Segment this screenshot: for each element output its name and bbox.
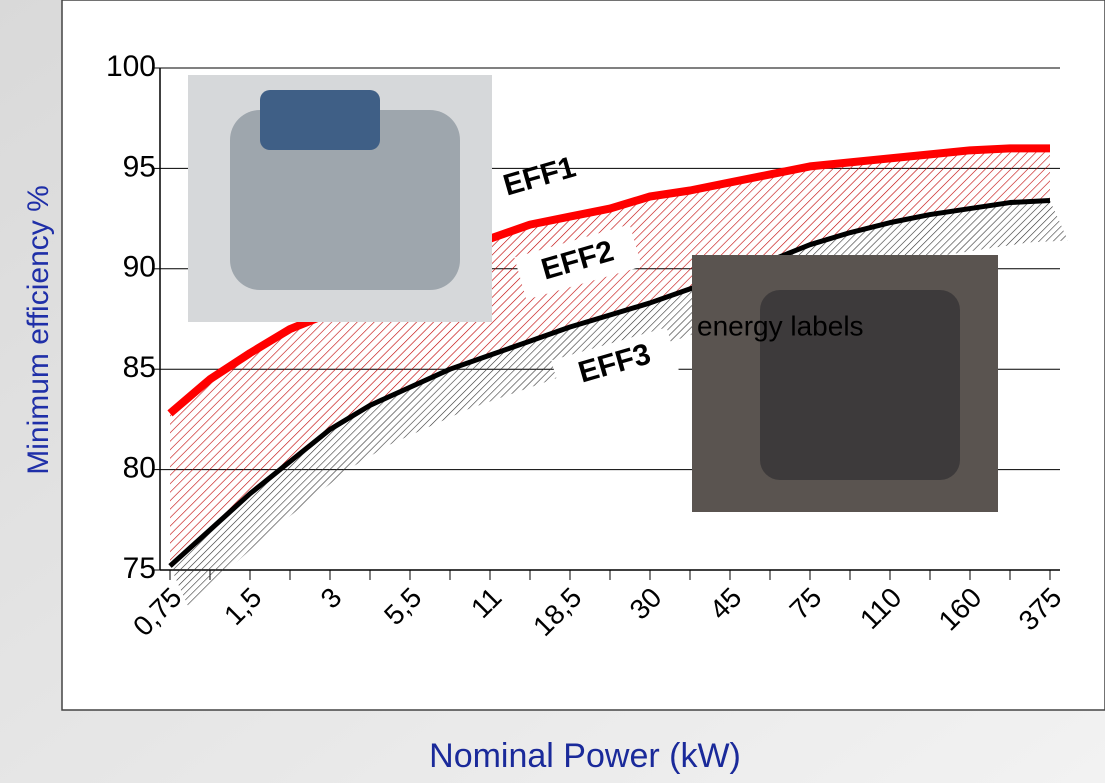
y-tick-label: 75 bbox=[123, 552, 156, 585]
x-axis-label: Nominal Power (kW) bbox=[429, 737, 741, 775]
y-tick-label: 100 bbox=[106, 50, 156, 83]
chart: 75808590951000,751,535,51118,53045751101… bbox=[0, 0, 1105, 783]
motor-cap bbox=[260, 90, 380, 150]
y-tick-label: 85 bbox=[123, 351, 156, 384]
y-tick-label: 95 bbox=[123, 150, 156, 183]
y-axis-label: Minimum efficiency % bbox=[22, 185, 55, 475]
y-tick-label: 90 bbox=[123, 251, 156, 284]
annotation: energy labels bbox=[697, 310, 864, 341]
y-tick-label: 80 bbox=[123, 452, 156, 485]
